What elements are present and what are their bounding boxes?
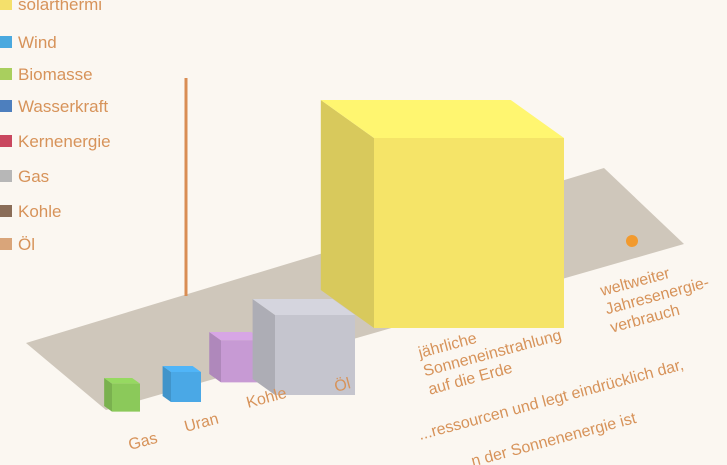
legend: solarthermi Wind Biomasse Wasserkraft Ke… xyxy=(0,0,111,254)
legend-swatch xyxy=(0,100,12,112)
bar xyxy=(275,315,355,395)
legend-label: Kohle xyxy=(18,202,61,221)
legend-label: Gas xyxy=(18,167,49,186)
bar xyxy=(171,372,201,402)
cube-5 xyxy=(626,235,638,247)
cube-4 xyxy=(320,100,564,328)
legend-swatch xyxy=(0,238,12,250)
bar xyxy=(626,235,638,247)
category-label: Öl xyxy=(332,374,352,396)
category-label: Gas xyxy=(127,430,160,454)
bars-layer xyxy=(104,100,638,412)
category-label: Kohle xyxy=(245,385,289,412)
bar-side-face xyxy=(320,100,374,328)
bar-top-face xyxy=(104,378,140,384)
bar-side-face xyxy=(162,366,171,402)
cube-3 xyxy=(252,299,355,395)
bar-top-face xyxy=(320,100,564,138)
legend-swatch xyxy=(0,205,12,217)
bar xyxy=(221,340,263,383)
legend-item: Kernenergie xyxy=(0,132,111,151)
legend-label: solarthermi xyxy=(18,0,102,14)
legend-label: Wind xyxy=(18,33,57,52)
legend-item: Kohle xyxy=(0,202,61,221)
cube-2 xyxy=(209,332,263,383)
bar-side-face xyxy=(252,299,275,395)
category-label: weltweiterJahresenergie-verbrauch xyxy=(598,256,716,337)
legend-item: Wind xyxy=(0,33,57,52)
bar-top-face xyxy=(162,366,201,372)
legend-label: Wasserkraft xyxy=(18,97,108,116)
legend-swatch xyxy=(0,36,12,48)
cube-1 xyxy=(162,366,201,402)
bar-side-face xyxy=(209,332,221,383)
legend-label: Biomasse xyxy=(18,65,93,84)
cube-0 xyxy=(104,378,140,412)
category-label: Uran xyxy=(183,410,221,435)
bar-top-face xyxy=(252,299,355,315)
legend-label: Kernenergie xyxy=(18,132,111,151)
bar-top-face xyxy=(209,332,263,341)
bar xyxy=(374,138,564,328)
legend-swatch xyxy=(0,135,12,147)
legend-item: solarthermi xyxy=(0,0,102,14)
legend-swatch xyxy=(0,170,12,182)
legend-item: Wasserkraft xyxy=(0,97,108,116)
legend-item: Öl xyxy=(0,235,35,254)
legend-item: Biomasse xyxy=(0,65,93,84)
legend-swatch xyxy=(0,0,12,10)
bar-side-face xyxy=(104,378,112,412)
bar xyxy=(112,383,140,412)
legend-label: Öl xyxy=(18,235,35,254)
legend-swatch xyxy=(0,68,12,80)
legend-item: Gas xyxy=(0,167,49,186)
